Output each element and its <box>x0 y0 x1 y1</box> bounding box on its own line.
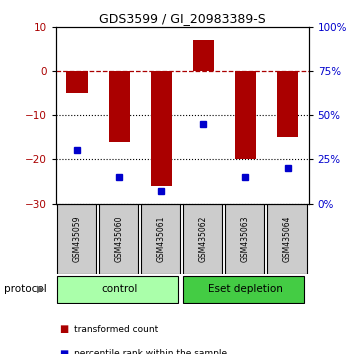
Text: control: control <box>101 284 137 294</box>
Bar <box>109 71 130 142</box>
Bar <box>66 71 87 93</box>
Text: ▶: ▶ <box>38 284 45 294</box>
Bar <box>277 71 298 137</box>
Bar <box>268 204 306 274</box>
Bar <box>183 204 222 274</box>
Text: GSM435060: GSM435060 <box>115 216 123 262</box>
Bar <box>57 276 178 303</box>
Text: transformed count: transformed count <box>74 325 158 334</box>
Bar <box>99 204 138 274</box>
Bar <box>193 40 214 71</box>
Bar <box>151 71 172 186</box>
Bar <box>225 204 264 274</box>
Bar <box>235 71 256 159</box>
Bar <box>183 276 304 303</box>
Title: GDS3599 / GI_20983389-S: GDS3599 / GI_20983389-S <box>99 12 266 25</box>
Text: protocol: protocol <box>4 284 46 294</box>
Text: GSM435063: GSM435063 <box>241 216 250 262</box>
Bar <box>57 204 96 274</box>
Text: GSM435059: GSM435059 <box>73 216 82 262</box>
Bar <box>141 204 180 274</box>
Text: GSM435061: GSM435061 <box>157 216 166 262</box>
Text: GSM435062: GSM435062 <box>199 216 208 262</box>
Text: percentile rank within the sample: percentile rank within the sample <box>74 349 227 354</box>
Text: ■: ■ <box>60 324 69 334</box>
Text: Eset depletion: Eset depletion <box>208 284 283 294</box>
Text: ■: ■ <box>60 349 69 354</box>
Text: GSM435064: GSM435064 <box>283 216 292 262</box>
